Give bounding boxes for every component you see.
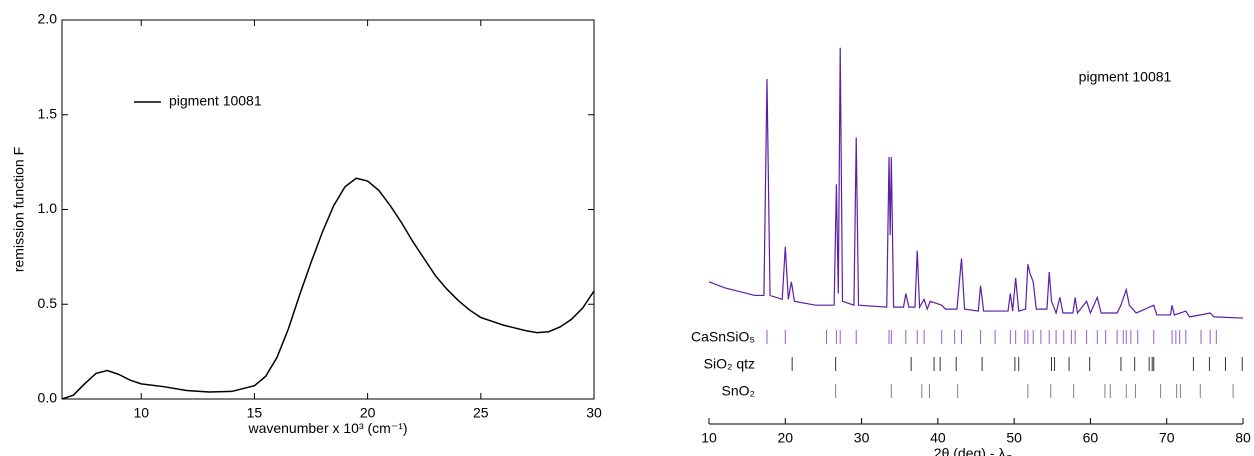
annotation: pigment 10081 bbox=[1079, 69, 1172, 85]
y-tick-label: 0.5 bbox=[38, 295, 58, 311]
x-tick-label: 50 bbox=[1006, 430, 1022, 446]
x-tick-label: 30 bbox=[586, 405, 602, 421]
y-tick-label: 2.0 bbox=[38, 11, 58, 27]
y-tick-label: 1.5 bbox=[38, 105, 58, 121]
legend-label: pigment 10081 bbox=[169, 93, 262, 109]
x-tick-label: 10 bbox=[701, 430, 717, 446]
data-line bbox=[61, 177, 595, 400]
x-tick-label: 25 bbox=[473, 405, 489, 421]
x-axis-label: wavenumber x 10³ (cm⁻¹) bbox=[247, 420, 407, 436]
x-axis-label-main: 2θ (deg) - λ bbox=[934, 445, 1006, 456]
x-tick-label: 40 bbox=[930, 430, 946, 446]
y-tick-label: 0.0 bbox=[38, 390, 58, 406]
phase-label: SnO₂ bbox=[722, 383, 755, 399]
x-axis-label: 2θ (deg) - λCu bbox=[934, 445, 1018, 456]
plot-frame bbox=[61, 19, 595, 400]
x-tick-label: 15 bbox=[247, 405, 263, 421]
x-axis-label-main: wavenumber x 10³ (cm⁻¹) bbox=[247, 420, 407, 436]
x-tick-label: 10 bbox=[133, 405, 149, 421]
x-tick-label: 80 bbox=[1235, 430, 1251, 446]
y-tick-label: 1.0 bbox=[38, 200, 58, 216]
data-line bbox=[708, 47, 1244, 319]
x-tick-label: 30 bbox=[854, 430, 870, 446]
x-tick-label: 20 bbox=[360, 405, 376, 421]
x-tick-label: 70 bbox=[1159, 430, 1175, 446]
y-axis-label: remission function F bbox=[11, 147, 27, 272]
x-tick-label: 20 bbox=[777, 430, 793, 446]
x-axis-label-sub: Cu bbox=[1005, 454, 1018, 456]
x-tick-label: 60 bbox=[1083, 430, 1099, 446]
phase-label: CaSnSiO₅ bbox=[691, 329, 755, 345]
phase-label: SiO₂ qtz bbox=[704, 356, 755, 372]
